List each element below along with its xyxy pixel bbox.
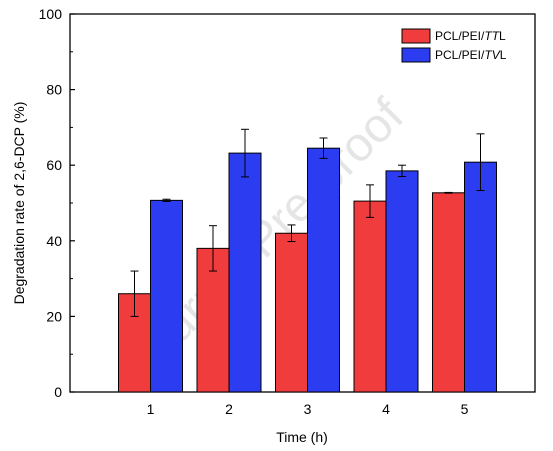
y-axis-ticks: 0 20 40 60 80 100: [39, 6, 75, 400]
y-tick-label: 80: [46, 82, 62, 98]
x-tick-label: 1: [147, 401, 155, 417]
bar-ttl: [353, 200, 387, 393]
x-axis-title: Time (h): [276, 429, 328, 445]
y-tick-label: 40: [46, 233, 62, 249]
bar-tvl: [228, 152, 262, 393]
bar-tvl: [150, 199, 183, 393]
bar-tvl: [385, 170, 419, 393]
legend-label: PCL/PEI/TVL: [435, 48, 507, 62]
bar-ttl: [432, 192, 465, 393]
x-tick-label: 2: [225, 401, 233, 417]
legend-swatch: [401, 28, 431, 44]
legend-label: PCL/PEI/TTL: [435, 29, 506, 43]
y-tick-label: 60: [46, 157, 62, 173]
y-tick-label: 20: [46, 308, 62, 324]
x-tick-label: 3: [304, 401, 312, 417]
legend: PCL/PEI/TTL PCL/PEI/TVL: [401, 28, 507, 63]
y-tick-label: 100: [39, 6, 63, 22]
bar-tvl: [464, 161, 497, 393]
bar-tvl: [307, 147, 340, 393]
legend-swatch: [401, 47, 431, 63]
x-tick-label: 4: [382, 401, 390, 417]
y-axis-title: Degradation rate of 2,6-DCP (%): [11, 102, 27, 305]
y-tick-label: 0: [54, 384, 62, 400]
error-bars: [130, 128, 485, 317]
x-tick-label: 5: [461, 401, 469, 417]
bar-ttl: [275, 232, 308, 393]
bars: [118, 147, 497, 393]
